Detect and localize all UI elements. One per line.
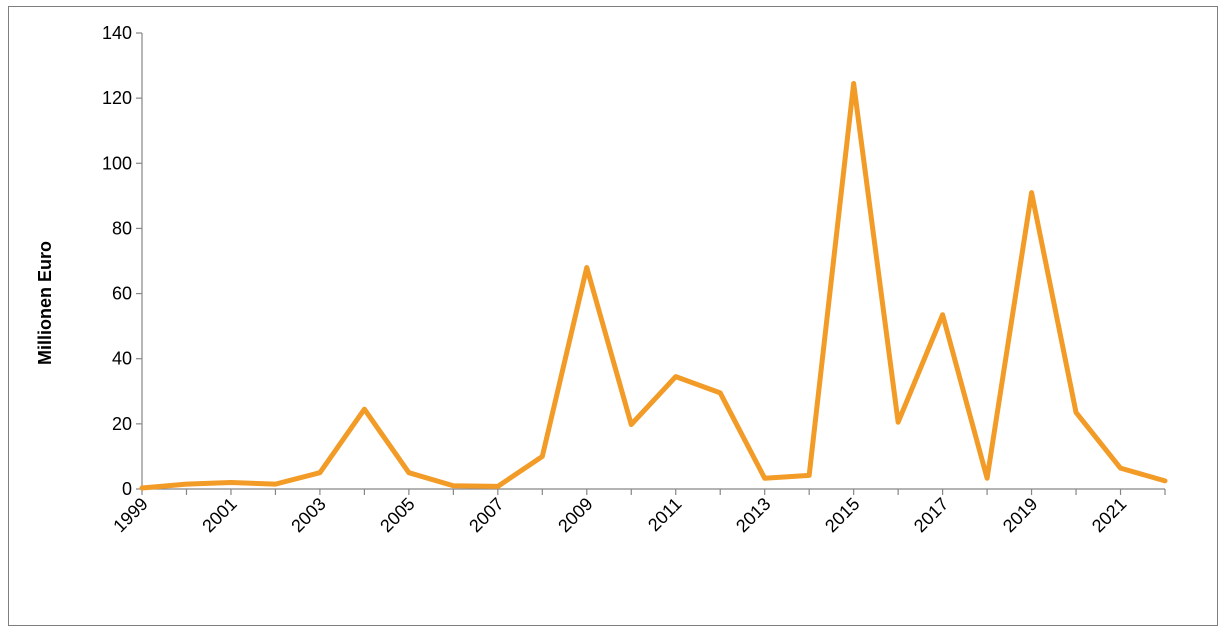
x-tick-label: 2007 — [465, 494, 507, 536]
y-tick-label: 20 — [112, 414, 132, 434]
y-tick-label: 140 — [102, 23, 132, 43]
x-tick-label: 2017 — [910, 494, 952, 536]
y-tick-label: 100 — [102, 153, 132, 173]
line-chart: Millionen Euro 0 20 40 60 80 100 120 140 1999 20… — [9, 7, 1219, 627]
x-tick-label: 2021 — [1088, 494, 1130, 536]
series-layer — [142, 83, 1165, 488]
x-tick-label: 2001 — [198, 494, 240, 536]
x-tick-label: 2005 — [376, 494, 418, 536]
x-tick-label: 2019 — [999, 494, 1041, 536]
x-tick-label: 2009 — [554, 494, 596, 536]
y-tick-label: 40 — [112, 349, 132, 369]
x-tick-label: 2015 — [821, 494, 863, 536]
series-line — [142, 83, 1165, 488]
x-tick-label: 2013 — [732, 494, 774, 536]
y-tick-label: 120 — [102, 88, 132, 108]
x-tick-label: 2011 — [644, 494, 686, 536]
x-tick-label: 2003 — [287, 494, 329, 536]
y-tick-label: 80 — [112, 218, 132, 238]
y-tick-label: 0 — [122, 479, 132, 499]
x-axis-ticks: 1999 2001 2003 2005 2007 2009 2011 2013 2015 2017… — [109, 489, 1165, 536]
y-axis-ticks: 0 20 40 60 80 100 120 140 — [102, 23, 142, 499]
chart-frame: Millionen Euro 0 20 40 60 80 100 120 140 1999 20… — [8, 6, 1218, 626]
y-axis-title: Millionen Euro — [35, 241, 55, 365]
y-tick-label: 60 — [112, 284, 132, 304]
x-tick-label: 1999 — [109, 494, 151, 536]
